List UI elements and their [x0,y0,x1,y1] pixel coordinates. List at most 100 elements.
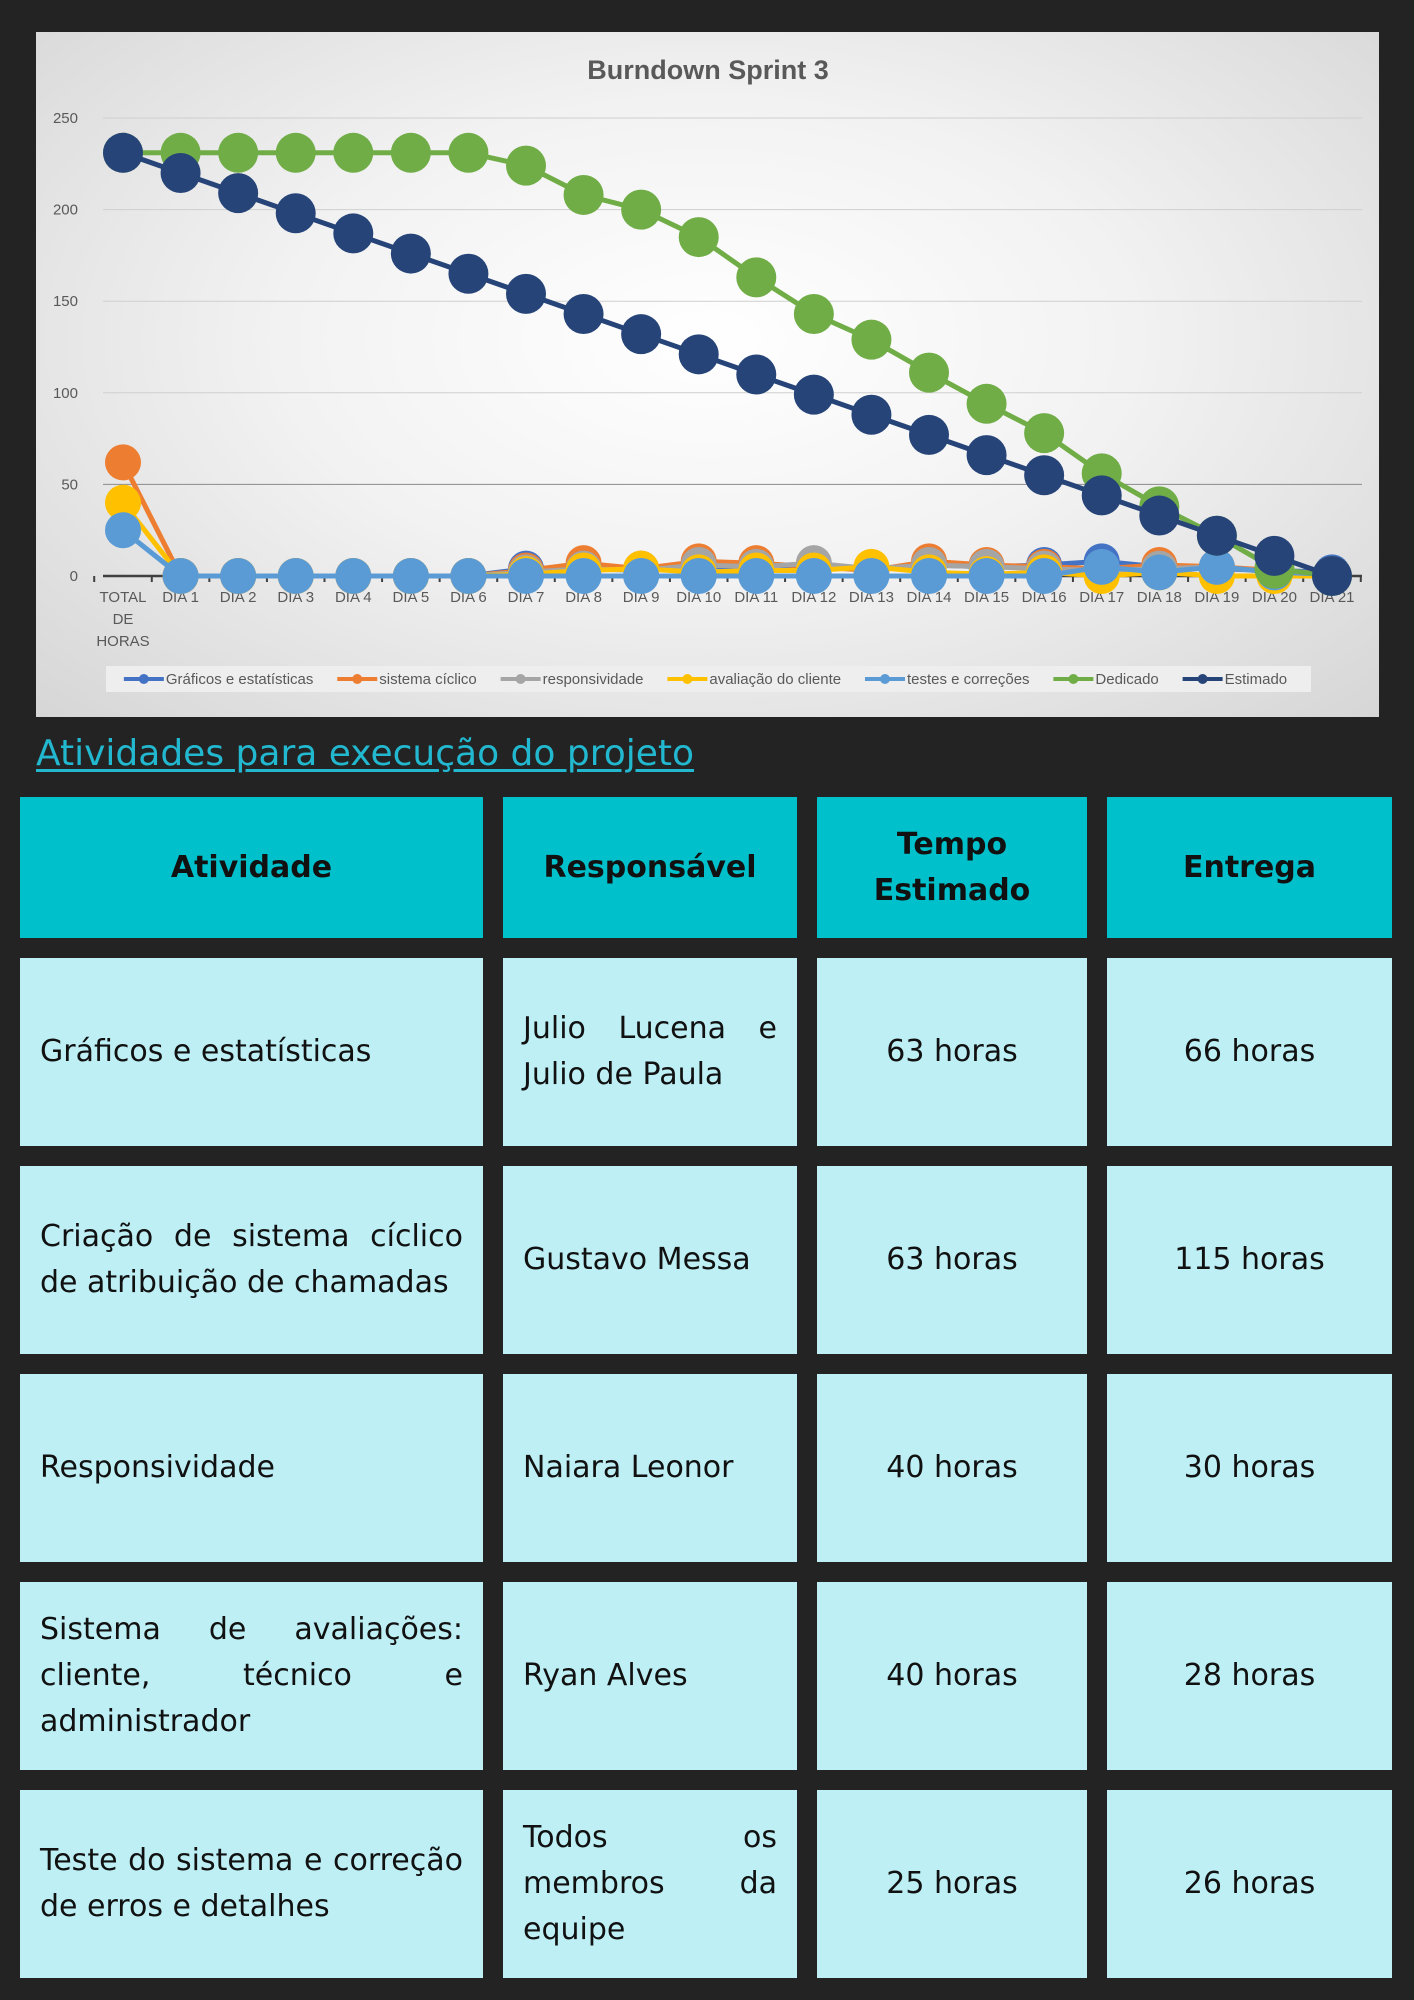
data-point-dedicado [851,319,892,360]
cell-tempo-estimado: 63 horas [817,958,1087,1146]
data-point-testes-e-correcoes [738,558,775,594]
data-point-estimado [218,173,259,214]
table-row: Responsividade Naiara Leonor 40 horas 30… [20,1374,1392,1562]
cell-entrega: 115 horas [1107,1166,1392,1354]
data-point-testes-e-correcoes [1198,548,1235,585]
data-point-testes-e-correcoes [162,558,199,594]
table-header-row: Atividade Responsável Tempo Estimado Ent… [20,797,1392,938]
cell-tempo-estimado: 63 horas [817,1166,1087,1354]
data-point-testes-e-correcoes [565,558,602,594]
data-point-dedicado [390,132,431,173]
x-tick-label: DIA 2 [220,589,257,606]
data-point-dedicado [736,257,777,298]
data-point-estimado [563,294,604,335]
legend-label: testes e correções [907,671,1030,688]
legend-swatch-marker [879,674,890,684]
data-point-dedicado [448,132,489,173]
cell-responsavel: Gustavo Messa [503,1166,797,1354]
data-point-testes-e-correcoes [335,558,372,594]
x-tick-label: DIA 20 [1252,589,1297,606]
legend-label: responsividade [543,671,644,688]
cell-responsavel: Julio Lucena e Julio de Paula [503,958,797,1146]
data-point-estimado [448,253,489,294]
data-point-estimado [103,132,143,173]
x-tick-label: DIA 10 [676,589,721,606]
cell-entrega: 28 horas [1107,1582,1392,1770]
data-point-estimado [1196,515,1237,556]
data-point-testes-e-correcoes [450,558,487,594]
table-row: Criação de sistema cíclico de atribuição… [20,1166,1392,1354]
data-point-dedicado [621,189,662,230]
x-tick-label: DIA 19 [1194,589,1239,606]
cell-responsavel: Ryan Alves [503,1582,797,1770]
x-tick-label: DIA 7 [508,589,545,606]
legend-label: sistema cíclico [379,671,477,688]
legend-swatch-marker [682,674,693,684]
data-point-estimado [1254,535,1295,576]
series-line-estimado [122,150,1333,579]
data-point-testes-e-correcoes [911,558,947,594]
cell-atividade: Gráficos e estatísticas [20,958,483,1146]
data-point-testes-e-correcoes [968,558,1005,594]
header-responsavel: Responsável [503,797,797,938]
x-tick-label: DIA 9 [623,589,660,606]
legend-swatch-marker [515,674,526,684]
data-point-estimado [851,394,892,435]
header-atividade: Atividade [20,797,483,938]
data-point-estimado [1024,455,1065,496]
cell-responsavel: Todos os membros da equipe [503,1790,797,1978]
data-point-dedicado [563,174,604,215]
data-point-testes-e-correcoes [105,512,141,549]
data-point-testes-e-correcoes [220,558,257,594]
cell-atividade: Sistema de avaliações: cliente, técnico … [20,1582,483,1770]
y-tick-label: 100 [53,385,78,402]
table-row: Sistema de avaliações: cliente, técnico … [20,1582,1392,1770]
legend-swatch-marker [138,674,149,684]
data-point-dedicado [793,294,834,335]
data-point-testes-e-correcoes [795,558,832,594]
data-point-estimado [793,374,834,415]
x-tick-label: DIA 14 [906,589,951,606]
header-entrega: Entrega [1107,797,1392,938]
data-point-dedicado [966,383,1007,424]
data-point-dedicado [333,132,374,173]
x-tick-label: DIA 18 [1137,589,1182,606]
data-point-dedicado [678,217,719,258]
legend-swatch-marker [1197,674,1208,684]
x-tick-label: DIA 15 [964,589,1009,606]
data-point-dedicado [506,145,546,186]
burndown-chart: Burndown Sprint 3 0 50 100 150 200 250 TOTAL DE… [53,55,1362,692]
x-tick-label: DIA 13 [849,589,894,606]
legend-label: Gráficos e estatísticas [166,671,314,688]
legend-swatch-marker [352,674,363,684]
data-point-testes-e-correcoes [680,558,717,594]
x-tick-label: DIA 5 [393,589,430,606]
data-point-estimado [506,273,546,314]
activities-table: Atividade Responsável Tempo Estimado Ent… [0,777,1412,1998]
cell-atividade: Responsividade [20,1374,483,1562]
cell-entrega: 26 horas [1107,1790,1392,1978]
data-point-estimado [1312,556,1352,596]
x-tick-label: DIA 17 [1079,589,1124,606]
data-point-testes-e-correcoes [277,558,314,594]
legend-label: avaliação do cliente [709,671,841,688]
x-tick-label: DIA 1 [162,589,199,606]
data-point-dedicado [218,132,259,173]
series-line-testes-e-correcoes [121,528,1333,579]
cell-responsavel: Naiara Leonor [503,1374,797,1562]
data-point-testes-e-correcoes [1083,548,1120,585]
legend-box [106,666,1311,692]
data-point-testes-e-correcoes [508,558,544,594]
cell-tempo-estimado: 40 horas [817,1582,1087,1770]
table-row: Gráficos e estatísticas Julio Lucena e J… [20,958,1392,1146]
y-tick-label: 0 [70,568,78,585]
data-point-dedicado [909,352,949,393]
series-line-dedicado [123,150,1333,579]
x-tick-label: DIA 16 [1022,589,1067,606]
x-tick-label: TOTAL DE HORAS [96,589,149,650]
chart-title: Burndown Sprint 3 [587,55,828,85]
cell-entrega: 30 horas [1107,1374,1392,1562]
data-point-estimado [275,193,316,234]
data-point-estimado [621,314,662,355]
chart-panel: Burndown Sprint 3 0 50 100 150 200 250 TOTAL DE… [36,32,1379,717]
